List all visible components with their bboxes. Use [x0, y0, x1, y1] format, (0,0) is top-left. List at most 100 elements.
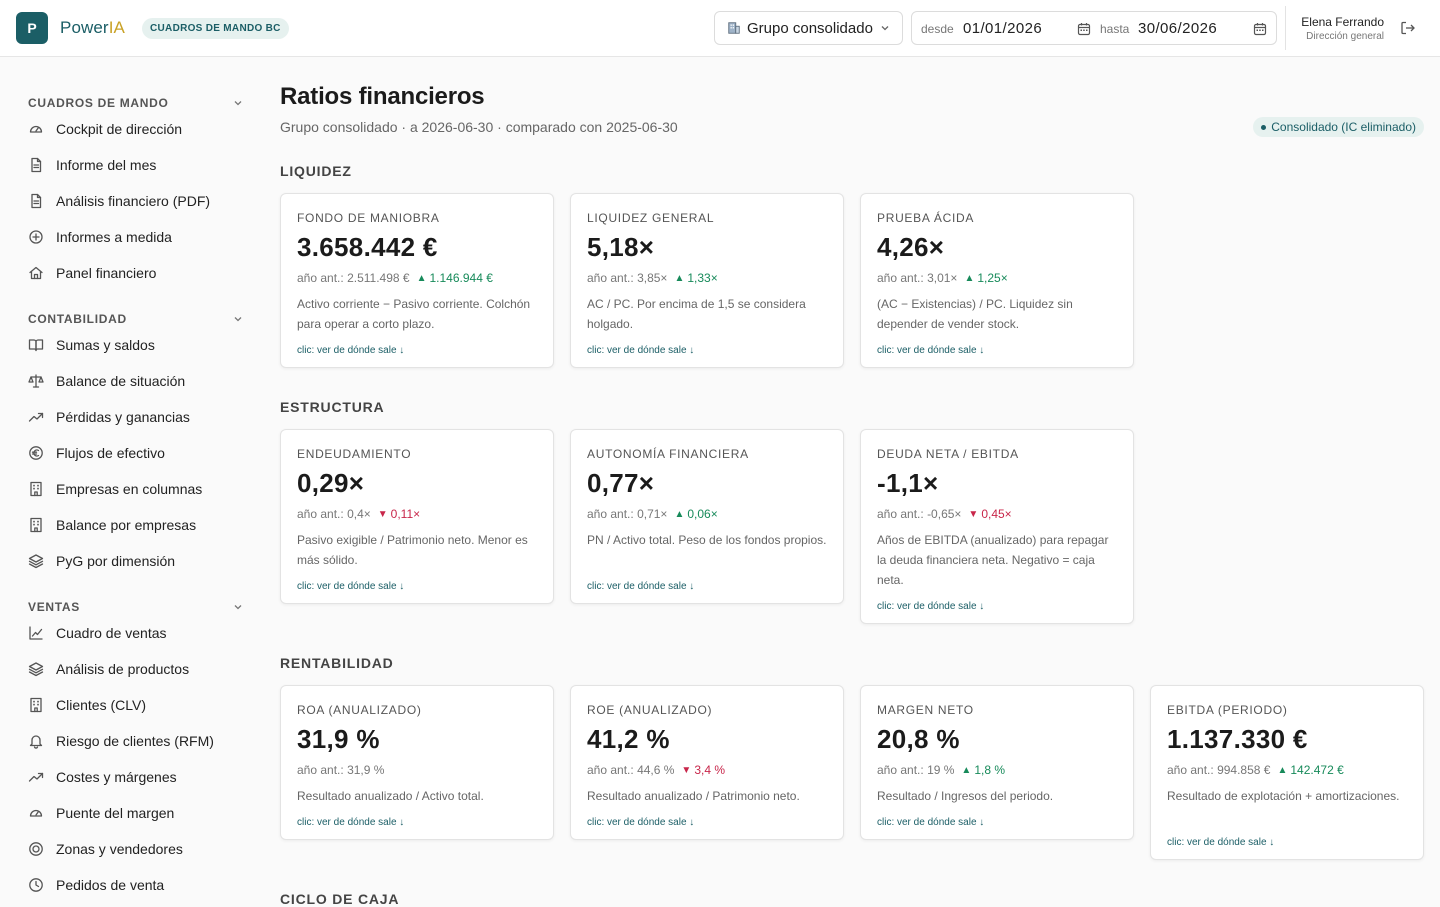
kpi-title: FONDO DE MANIOBRA [297, 211, 440, 225]
kpi-card[interactable]: ROA (ANUALIZADO) 31,9 % año ant.: 31,9 % Re… [280, 685, 554, 840]
sidebar-item[interactable]: Análisis financiero (PDF) [28, 189, 248, 213]
chevron-down-icon[interactable] [232, 313, 244, 325]
date-from-input[interactable]: 01/01/2026 [963, 20, 1043, 37]
kpi-previous: año ant.: 2.511.498 € ▲ 1.146.944 € [297, 271, 493, 285]
group-select[interactable]: Grupo consolidado [714, 11, 903, 45]
chevron-down-icon[interactable] [232, 97, 244, 109]
sidebar-item[interactable]: Pérdidas y ganancias [28, 405, 248, 429]
sidebar-item[interactable]: Panel financiero [28, 261, 248, 285]
sidebar-item[interactable]: Cuadro de ventas [28, 621, 248, 645]
kpi-value: 41,2 % [587, 724, 670, 754]
sidebar-item-label: Análisis financiero (PDF) [56, 193, 211, 209]
sidebar-section-header[interactable]: VENTAS [28, 597, 244, 617]
kpi-previous-label: año ant.: [297, 507, 344, 521]
kpi-card[interactable]: AUTONOMÍA FINANCIERA 0,77× año ant.: 0,71×… [570, 429, 844, 604]
kpi-card[interactable]: MARGEN NETO 20,8 % año ant.: 19 % ▲ 1,8 % Res… [860, 685, 1134, 840]
scope-badge: Consolidado (IC eliminado) [1253, 117, 1424, 137]
source-link[interactable]: clic: ver de dónde sale ↓ [877, 817, 985, 828]
chevron-down-icon[interactable] [232, 601, 244, 613]
kpi-value: 4,26× [877, 232, 945, 262]
sidebar-item-label: Análisis de productos [56, 661, 190, 677]
kpi-previous: año ant.: 0,71× ▲ 0,06× [587, 507, 718, 521]
kpi-previous-label: año ant.: [297, 763, 344, 777]
page-title: Ratios financieros [280, 83, 485, 110]
sidebar-item-label: Clientes (CLV) [56, 697, 146, 713]
sidebar-item-label: Cuadro de ventas [56, 625, 167, 641]
sidebar-item-label: Zonas y vendedores [56, 841, 183, 857]
sidebar-item-label: Panel financiero [56, 265, 157, 281]
sidebar-item[interactable]: Zonas y vendedores [28, 837, 248, 861]
date-to-label: hasta [1100, 22, 1130, 36]
kpi-card[interactable]: PRUEBA ÁCIDA 4,26× año ant.: 3,01× ▲ 1,25× (A… [860, 193, 1134, 368]
sidebar-section-header[interactable]: CUADROS DE MANDO [28, 93, 244, 113]
arrow-up-icon: ▲ [961, 764, 972, 776]
sidebar-item[interactable]: Balance de situación [28, 369, 248, 393]
sidebar-item-label: Costes y márgenes [56, 769, 177, 785]
kpi-title: MARGEN NETO [877, 703, 974, 717]
home-icon [29, 266, 43, 280]
sidebar-item[interactable]: Balance por empresas [28, 513, 248, 537]
chart-line-icon [29, 626, 43, 640]
calendar-icon[interactable] [1253, 22, 1267, 36]
kpi-previous-label: año ant.: [1167, 763, 1214, 777]
layers-icon [28, 554, 44, 569]
kpi-title: LIQUIDEZ GENERAL [587, 211, 715, 225]
sidebar-section-title: CONTABILIDAD [28, 312, 127, 326]
source-link[interactable]: clic: ver de dónde sale ↓ [297, 581, 405, 592]
app-name-main: Power [60, 18, 109, 37]
source-link[interactable]: clic: ver de dónde sale ↓ [587, 345, 695, 356]
sidebar-item[interactable]: Empresas en columnas [28, 477, 248, 501]
date-range[interactable]: desde 01/01/2026 hasta 30/06/2026 [911, 11, 1277, 45]
sidebar-section-header[interactable]: CONTABILIDAD [28, 309, 244, 329]
delta-badge: ▲ 1,25× [964, 271, 1007, 285]
sidebar-item[interactable]: Pedidos de venta [28, 873, 248, 897]
sidebar-item[interactable]: Riesgo de clientes (RFM) [28, 729, 248, 753]
clock-icon [29, 878, 43, 892]
kpi-card[interactable]: DEUDA NETA / EBITDA -1,1× año ant.: -0,65×… [860, 429, 1134, 624]
sidebar-item[interactable]: Puente del margen [28, 801, 248, 825]
calendar-icon[interactable] [1077, 22, 1091, 36]
source-link[interactable]: clic: ver de dónde sale ↓ [877, 601, 985, 612]
page-subtitle: Grupo consolidado · a 2026-06-30 · compa… [280, 119, 678, 135]
delta-value: 0,06× [687, 507, 718, 521]
app-logo[interactable]: P [16, 12, 48, 44]
kpi-card[interactable]: LIQUIDEZ GENERAL 5,18× año ant.: 3,85× ▲ 1,3… [570, 193, 844, 368]
sidebar-item[interactable]: PyG por dimensión [28, 549, 248, 573]
sidebar-item[interactable]: Costes y márgenes [28, 765, 248, 789]
kpi-card[interactable]: ENDEUDAMIENTO 0,29× año ant.: 0,4× ▼ 0,11× Pa… [280, 429, 554, 604]
kpi-card[interactable]: EBITDA (PERIODO) 1.137.330 € año ant.: 994… [1150, 685, 1424, 860]
arrow-up-icon: ▲ [1277, 764, 1288, 776]
kpi-previous-value: 2.511.498 € [347, 271, 410, 285]
building-icon [30, 697, 42, 713]
kpi-previous-value: 3,01× [927, 271, 958, 285]
sidebar-item[interactable]: Flujos de efectivo [28, 441, 248, 465]
source-link[interactable]: clic: ver de dónde sale ↓ [587, 581, 695, 592]
kpi-title: ENDEUDAMIENTO [297, 447, 412, 461]
kpi-description: PN / Activo total. Peso de los fondos pr… [587, 533, 827, 547]
kpi-title: EBITDA (PERIODO) [1167, 703, 1288, 717]
kpi-card[interactable]: ROE (ANUALIZADO) 41,2 % año ant.: 44,6 % ▼ 3… [570, 685, 844, 840]
source-link[interactable]: clic: ver de dónde sale ↓ [587, 817, 695, 828]
kpi-card[interactable]: FONDO DE MANIOBRA 3.658.442 € año ant.: 2.… [280, 193, 554, 368]
source-link[interactable]: clic: ver de dónde sale ↓ [297, 817, 405, 828]
logout-icon[interactable] [1400, 20, 1416, 36]
status-dot [1261, 124, 1267, 130]
sidebar-item[interactable]: Informes a medida [28, 225, 248, 249]
kpi-previous-value: 0,71× [637, 507, 668, 521]
source-link[interactable]: clic: ver de dónde sale ↓ [1167, 837, 1275, 848]
source-link[interactable]: clic: ver de dónde sale ↓ [877, 345, 985, 356]
sidebar-item[interactable]: Informe del mes [28, 153, 248, 177]
sidebar-item[interactable]: Sumas y saldos [28, 333, 248, 357]
kpi-previous-value: 44,6 % [637, 763, 675, 777]
date-to-input[interactable]: 30/06/2026 [1138, 20, 1218, 37]
app-name[interactable]: PowerIA [60, 18, 125, 38]
delta-badge: ▼ 0,45× [968, 507, 1011, 521]
kpi-previous-value: 994.858 € [1217, 763, 1271, 777]
sidebar-item[interactable]: Análisis de productos [28, 657, 248, 681]
user-role: Dirección general [1306, 31, 1384, 42]
document-icon [31, 157, 42, 173]
sidebar-item-label: Puente del margen [56, 805, 175, 821]
sidebar-item[interactable]: Cockpit de dirección [28, 117, 248, 141]
source-link[interactable]: clic: ver de dónde sale ↓ [297, 345, 405, 356]
sidebar-item[interactable]: Clientes (CLV) [28, 693, 248, 717]
